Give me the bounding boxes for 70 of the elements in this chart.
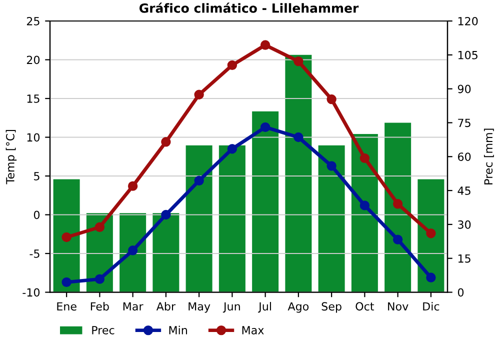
y2-tick-label: 90 (458, 84, 471, 94)
point (426, 272, 436, 282)
y-tick-label: 5 (34, 172, 40, 180)
bar (384, 122, 412, 292)
x-tick-label: Jul (258, 302, 271, 313)
x-tick-label: Feb (90, 302, 109, 311)
y-tick-label: -10 (22, 288, 40, 297)
y-tick-label: 20 (26, 56, 40, 64)
point (260, 122, 270, 132)
chart-title: Gráfico climático - Lillehammer (139, 2, 359, 13)
point (392, 199, 403, 209)
point (260, 40, 270, 50)
y2-tick-label: 45 (458, 186, 470, 195)
y-tick-label: 15 (27, 94, 40, 103)
point (426, 228, 436, 238)
point (294, 56, 304, 66)
y2-tick-label: 120 (458, 16, 478, 26)
legend-label: Max (242, 326, 264, 334)
x-tick-label: Sep (322, 302, 342, 313)
point (194, 176, 204, 186)
bar (120, 213, 146, 292)
y-tick-label: 0 (34, 210, 40, 220)
y-tick-label: 10 (27, 133, 40, 142)
x-tick-label: Dic (423, 302, 440, 311)
bar (252, 111, 279, 292)
y2-tick-label: 105 (458, 50, 478, 60)
y2-tick-label: 75 (458, 118, 470, 128)
point (194, 90, 204, 100)
bar (218, 145, 246, 292)
point (62, 277, 72, 288)
y-axis-title: Temp [°C] (6, 130, 17, 184)
point (326, 161, 336, 171)
bar (53, 179, 80, 292)
y-tick-label: -5 (30, 250, 40, 258)
point (128, 246, 138, 256)
x-tick-label: Jun (222, 302, 240, 313)
legend-label: Min (169, 326, 187, 334)
bar (318, 145, 345, 292)
bar (152, 213, 180, 292)
point (161, 137, 171, 147)
point (326, 94, 336, 104)
point (128, 181, 138, 191)
x-tick-label: Ago (288, 302, 309, 313)
point (392, 234, 403, 244)
bar (351, 134, 378, 292)
x-tick-label: Abr (156, 302, 176, 311)
y2-tick-label: 15 (458, 254, 470, 263)
legend-label: Prec (92, 326, 114, 334)
x-tick-label: Mar (123, 302, 144, 311)
point (94, 222, 105, 232)
bar (186, 145, 212, 292)
y2-tick-label: 0 (458, 288, 464, 297)
x-tick-label: May (188, 302, 210, 313)
bar (285, 54, 312, 292)
y2-tick-label: 60 (458, 152, 471, 162)
point (94, 274, 105, 284)
point (227, 60, 238, 70)
x-tick-label: Oct (356, 302, 374, 311)
y2-tick-label: 30 (458, 220, 471, 229)
point (227, 144, 238, 154)
y2-axis-title: Prec [mm] (484, 128, 494, 184)
point (62, 232, 72, 242)
point (294, 132, 304, 142)
x-tick-label: Nov (388, 302, 408, 311)
x-tick-label: Ene (57, 302, 76, 311)
y-tick-label: 25 (26, 16, 40, 26)
point (161, 210, 171, 220)
point (360, 200, 370, 210)
bar (418, 179, 444, 292)
point (360, 153, 370, 164)
